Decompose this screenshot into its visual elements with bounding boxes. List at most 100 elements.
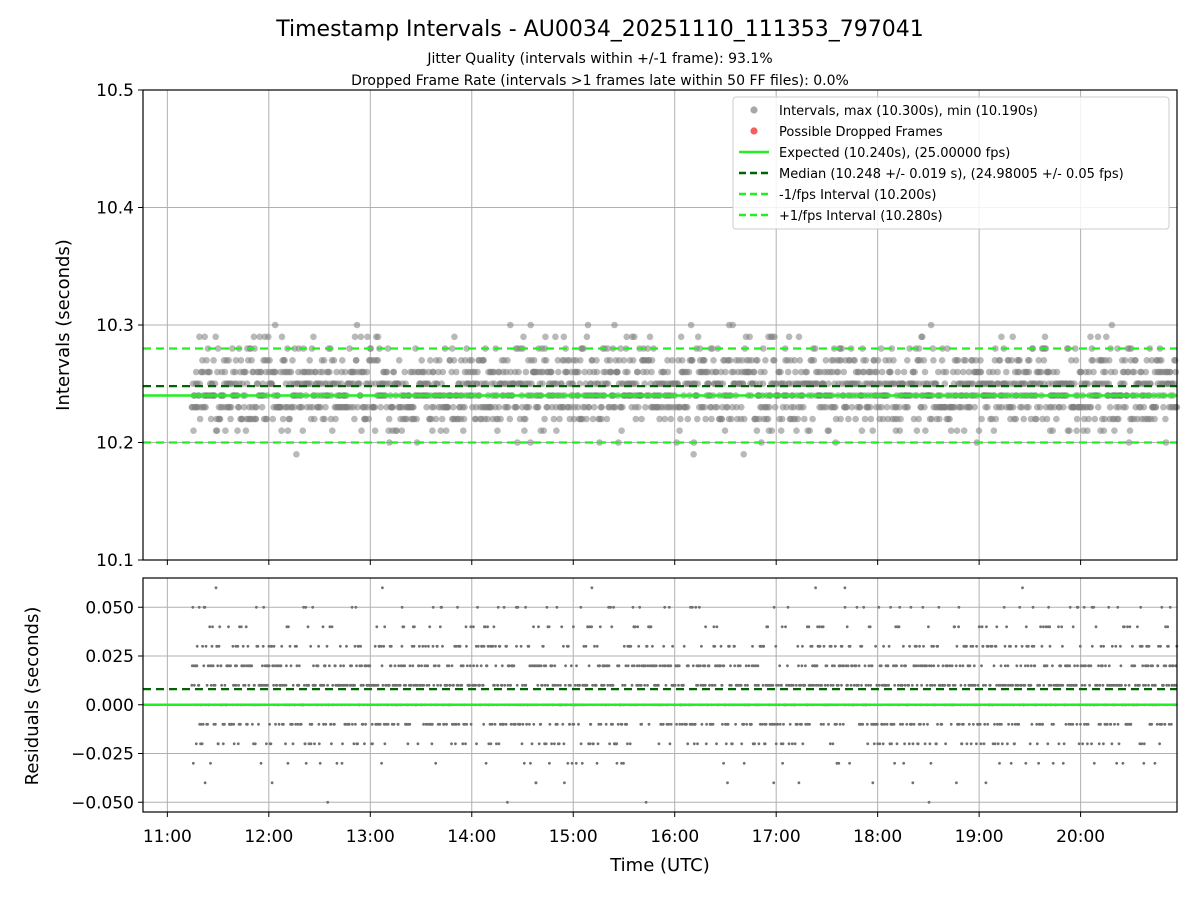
interval-point bbox=[521, 427, 528, 435]
interval-point bbox=[708, 415, 715, 423]
residual-point bbox=[360, 664, 363, 668]
residual-point bbox=[975, 742, 978, 746]
interval-point bbox=[1089, 357, 1097, 364]
residual-point bbox=[778, 664, 782, 668]
residual-point bbox=[427, 644, 430, 648]
residual-point bbox=[986, 722, 990, 726]
residual-point bbox=[704, 625, 707, 629]
interval-point bbox=[1025, 368, 1033, 376]
interval-point bbox=[453, 368, 460, 376]
residual-point bbox=[485, 664, 489, 668]
residual-point bbox=[820, 683, 823, 687]
residual-point bbox=[816, 625, 819, 629]
residual-point bbox=[261, 644, 265, 648]
residual-point bbox=[191, 605, 195, 609]
residual-point bbox=[1169, 664, 1172, 668]
interval-point bbox=[278, 427, 285, 435]
residual-point bbox=[515, 644, 518, 648]
residual-point bbox=[1044, 625, 1048, 629]
residual-point bbox=[525, 722, 528, 726]
residual-point bbox=[484, 761, 488, 765]
interval-point bbox=[877, 345, 885, 352]
residual-point bbox=[698, 605, 701, 609]
residual-point bbox=[465, 722, 469, 726]
interval-point bbox=[229, 345, 236, 352]
interval-point bbox=[346, 345, 353, 352]
interval-point bbox=[351, 333, 359, 341]
residual-point bbox=[921, 605, 925, 609]
residual-point bbox=[817, 683, 820, 687]
residual-point bbox=[371, 742, 374, 746]
residual-point bbox=[819, 722, 823, 726]
residual-point bbox=[867, 683, 870, 687]
interval-point bbox=[1016, 357, 1023, 364]
residual-point bbox=[734, 722, 737, 726]
residual-point bbox=[871, 781, 875, 785]
interval-point bbox=[938, 357, 946, 364]
residual-point bbox=[1078, 644, 1082, 648]
interval-point bbox=[936, 415, 943, 423]
residual-point bbox=[454, 742, 457, 746]
residual-point bbox=[333, 664, 337, 668]
residual-point bbox=[980, 625, 984, 629]
interval-point bbox=[1115, 415, 1122, 423]
residual-point bbox=[223, 683, 227, 687]
residual-point bbox=[972, 722, 975, 726]
residual-point bbox=[344, 722, 348, 726]
interval-point bbox=[374, 333, 382, 341]
interval-point bbox=[614, 368, 621, 376]
interval-point bbox=[390, 368, 398, 376]
residual-point bbox=[833, 664, 836, 668]
residual-point bbox=[1133, 664, 1137, 668]
interval-point bbox=[497, 415, 504, 423]
residual-point bbox=[822, 644, 826, 648]
interval-point bbox=[696, 345, 704, 352]
interval-point bbox=[429, 427, 436, 435]
interval-point bbox=[593, 368, 601, 376]
interval-point bbox=[978, 415, 985, 423]
residual-point bbox=[831, 683, 835, 687]
residual-point bbox=[313, 742, 316, 746]
residual-point bbox=[893, 761, 896, 765]
residual-point bbox=[1109, 722, 1113, 726]
residual-point bbox=[261, 664, 264, 668]
residual-point bbox=[773, 722, 777, 726]
interval-point bbox=[442, 427, 450, 435]
residuals-y-tick-label: 0.025 bbox=[85, 647, 134, 667]
residual-point bbox=[629, 644, 633, 648]
residual-point bbox=[364, 722, 367, 726]
residual-point bbox=[762, 644, 766, 648]
residual-point bbox=[804, 722, 808, 726]
residuals-y-tick-label: −0.025 bbox=[71, 745, 134, 765]
interval-point bbox=[894, 368, 902, 376]
residual-point bbox=[786, 605, 790, 609]
interval-point bbox=[869, 427, 876, 435]
residual-point bbox=[950, 664, 954, 668]
residual-point bbox=[555, 722, 559, 726]
residual-point bbox=[472, 664, 475, 668]
residual-point bbox=[370, 722, 374, 726]
residual-point bbox=[381, 683, 385, 687]
interval-point bbox=[972, 357, 980, 364]
interval-point bbox=[1105, 357, 1113, 364]
residual-point bbox=[872, 742, 876, 746]
residual-point bbox=[623, 683, 627, 687]
interval-point bbox=[444, 403, 452, 411]
interval-point bbox=[278, 333, 286, 341]
interval-point bbox=[450, 357, 458, 364]
residual-point bbox=[330, 742, 333, 746]
residual-point bbox=[408, 722, 412, 726]
residual-point bbox=[948, 683, 951, 687]
residual-point bbox=[452, 683, 455, 687]
interval-point bbox=[250, 333, 258, 341]
residual-point bbox=[253, 742, 257, 746]
residual-point bbox=[490, 722, 494, 726]
residual-point bbox=[316, 664, 320, 668]
interval-point bbox=[1114, 345, 1121, 352]
residual-point bbox=[1144, 683, 1147, 687]
residual-point bbox=[478, 683, 481, 687]
residual-point bbox=[908, 644, 911, 648]
interval-point bbox=[232, 368, 239, 376]
interval-point bbox=[838, 345, 845, 352]
